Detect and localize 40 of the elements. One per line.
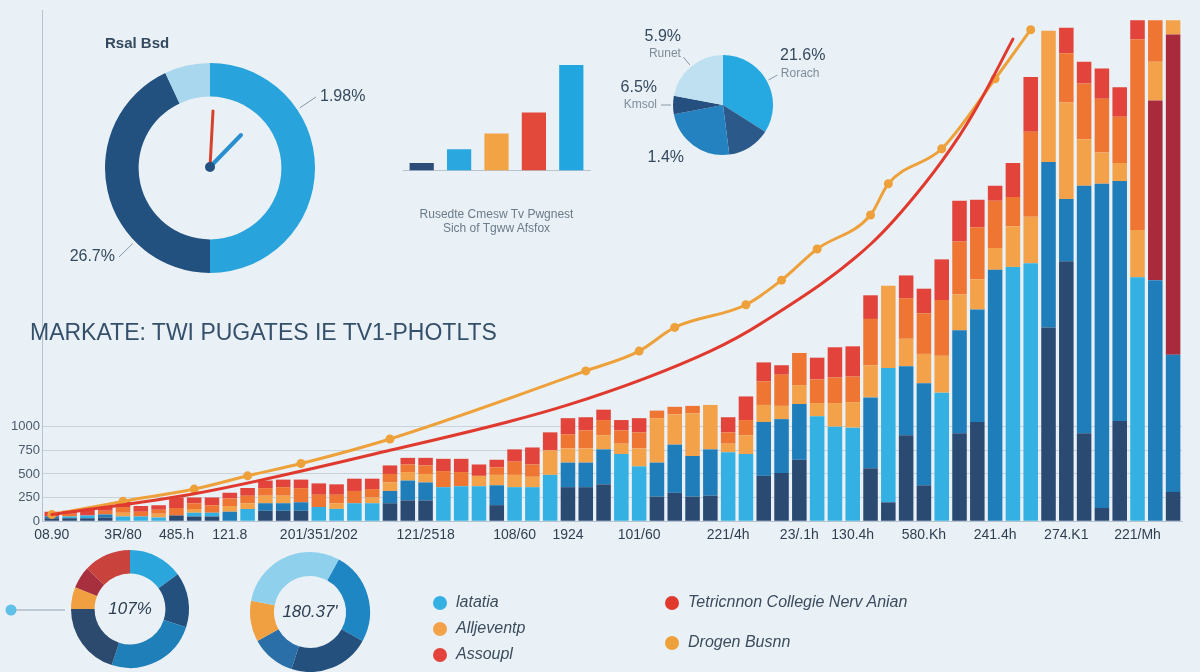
y-tick-label: 0 xyxy=(32,512,40,528)
x-tick-label: 221/Mh xyxy=(1114,526,1161,543)
legend-label: Drogen Busnn xyxy=(688,633,791,651)
y-tick-label: 1000 xyxy=(11,418,40,434)
x-tick-label: 201/351/202 xyxy=(279,526,358,543)
x-tick-label: 485.h xyxy=(158,526,194,543)
annotation: 26.7% xyxy=(69,247,115,265)
x-tick-label: 08.90 xyxy=(34,526,70,543)
legend-label: Tetricnnon Collegie Nerv Anian xyxy=(688,593,908,611)
y-tick-label: 250 xyxy=(18,489,40,505)
slice-label: Rorach xyxy=(780,65,820,80)
legend-label: Assoupl xyxy=(455,645,514,663)
x-tick-label: 130.4h xyxy=(831,526,875,543)
slice-label: Runet xyxy=(648,46,682,61)
chart-title: Rsal Bsd xyxy=(105,34,170,52)
x-tick-label: 121/2518 xyxy=(396,526,455,543)
annotation: 1.98% xyxy=(320,87,366,105)
x-tick-label: 108/60 xyxy=(493,526,537,543)
legend-label: latatia xyxy=(456,593,499,611)
y-tick-label: 500 xyxy=(18,465,40,481)
annotation: 21.6% xyxy=(780,46,826,64)
slice-label: Kmsol xyxy=(623,97,657,112)
x-axis-title: Rusedte Cmesw Tv Pwgnest Sich of Tgww Afsfox xyxy=(419,206,575,236)
annotation: 6.5% xyxy=(620,78,657,96)
x-tick-label: 221/4h xyxy=(706,526,750,543)
x-tick-label: 3R/80 xyxy=(104,526,142,543)
x-tick-label: 580.Kh xyxy=(901,526,947,543)
annotation: 5.9% xyxy=(644,27,681,45)
x-tick-label: 101/60 xyxy=(617,526,661,543)
text: MARKATE: TWI PUGATES IE TV1-PHOTLTS xyxy=(30,319,497,345)
annotation: 1.4% xyxy=(647,148,684,166)
x-tick-label: 23/.1h xyxy=(779,526,819,543)
text: 180.37' xyxy=(282,601,339,621)
text: 107% xyxy=(108,598,152,618)
x-tick-label: 274.K1 xyxy=(1044,526,1089,543)
x-tick-label: 1924 xyxy=(552,526,584,543)
y-tick-label: 750 xyxy=(18,441,40,457)
x-tick-label: 241.4h xyxy=(973,526,1017,543)
x-tick-label: 121.8 xyxy=(212,526,248,543)
legend-label: Alljeventp xyxy=(455,619,526,637)
